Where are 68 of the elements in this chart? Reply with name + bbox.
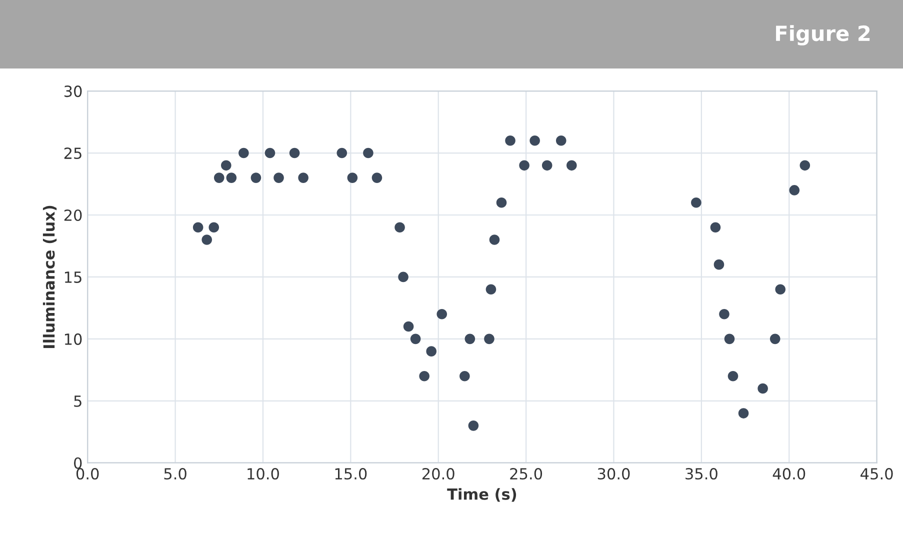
point — [419, 370, 430, 382]
point — [226, 172, 237, 183]
point — [775, 284, 786, 295]
x-tick-label: 40.0 — [772, 468, 806, 480]
point — [724, 334, 735, 344]
x-tick-label: 25.0 — [510, 468, 542, 480]
y-tick-label: 5 — [74, 396, 82, 407]
point — [530, 135, 540, 146]
y-tick-label: 10 — [64, 333, 82, 345]
x-tick-label: 5.0 — [164, 468, 186, 480]
point — [436, 308, 448, 320]
point — [496, 197, 507, 208]
point — [363, 148, 374, 158]
point — [347, 172, 358, 183]
point — [264, 148, 276, 158]
y-tick-label: 30 — [64, 86, 82, 98]
point — [519, 160, 530, 171]
x-tick-label: 0.0 — [76, 468, 99, 480]
point — [220, 160, 232, 171]
point — [468, 420, 479, 431]
x-tick-label: 45.0 — [860, 468, 893, 480]
point — [336, 148, 348, 158]
point — [403, 321, 414, 332]
point — [505, 135, 516, 146]
point — [460, 370, 470, 382]
point — [238, 148, 249, 158]
point — [426, 346, 436, 356]
x-tick-label: 20.0 — [422, 468, 454, 480]
point — [566, 160, 577, 171]
x-tick-label: 15.0 — [335, 468, 367, 480]
point — [691, 197, 702, 208]
x-axis-title: Time (s) — [447, 488, 516, 502]
point — [714, 259, 724, 270]
y-axis-title: Illuminance (lux) — [42, 206, 57, 348]
point — [398, 272, 408, 282]
point — [489, 234, 500, 245]
point — [738, 408, 749, 418]
point — [202, 234, 212, 245]
y-tick-label: 20 — [64, 209, 82, 222]
y-tick-label: 0 — [74, 457, 82, 469]
point — [410, 334, 421, 344]
y-tick-label: 25 — [64, 147, 82, 160]
point — [556, 135, 566, 146]
x-tick-label: 10.0 — [248, 468, 279, 480]
chart-title: Figure 2 — [776, 25, 870, 46]
point — [758, 383, 768, 394]
point — [208, 222, 220, 233]
point — [789, 185, 800, 196]
point — [770, 334, 780, 344]
point — [274, 172, 284, 183]
point — [298, 172, 308, 183]
point — [486, 284, 496, 295]
point — [719, 308, 730, 320]
point — [542, 160, 552, 171]
y-tick-label: 15 — [64, 272, 82, 283]
point — [728, 370, 738, 382]
point — [372, 172, 382, 183]
point — [710, 222, 721, 233]
point — [464, 334, 476, 344]
point — [484, 334, 494, 344]
point — [192, 222, 204, 233]
point — [214, 172, 224, 183]
point — [250, 172, 262, 183]
point — [394, 222, 405, 233]
x-tick-label: 30.0 — [598, 468, 630, 480]
point — [289, 148, 300, 158]
x-tick-label: 35.0 — [686, 468, 718, 480]
point — [800, 160, 810, 171]
